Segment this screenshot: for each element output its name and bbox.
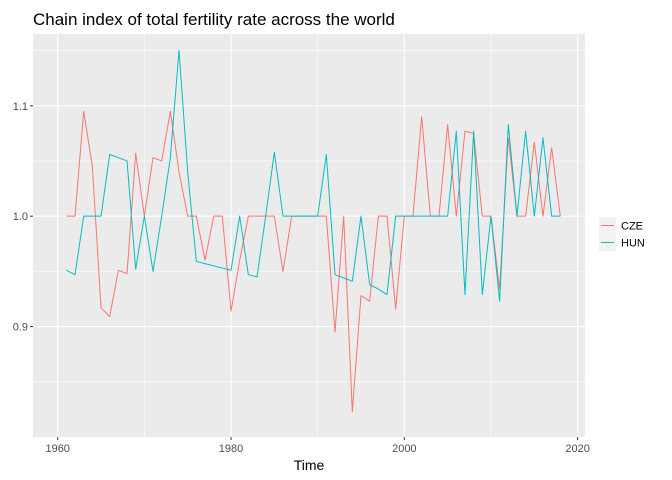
y-tick-label: 1.1 [13, 101, 28, 113]
legend: CZE HUN [599, 217, 645, 251]
x-tick-label: 2020 [565, 443, 589, 455]
y-tick-label: 0.9 [13, 322, 28, 334]
y-axis: 0.9 1.0 1.1 [13, 101, 33, 334]
plot-panel [33, 34, 585, 437]
legend-label-cze: CZE [621, 221, 643, 233]
x-tick-label: 1960 [45, 443, 69, 455]
x-axis: 1960 1980 2000 2020 [45, 437, 590, 455]
x-axis-title: Time [294, 457, 325, 473]
series-lines [66, 50, 561, 413]
y-tick-label: 1.0 [13, 211, 28, 223]
x-tick-label: 1980 [219, 443, 243, 455]
x-tick-label: 2000 [392, 443, 416, 455]
chart-title: Chain index of total fertility rate acro… [33, 10, 395, 29]
grid-minor [33, 34, 585, 437]
series-line-hun [66, 50, 561, 302]
legend-label-hun: HUN [621, 238, 645, 250]
